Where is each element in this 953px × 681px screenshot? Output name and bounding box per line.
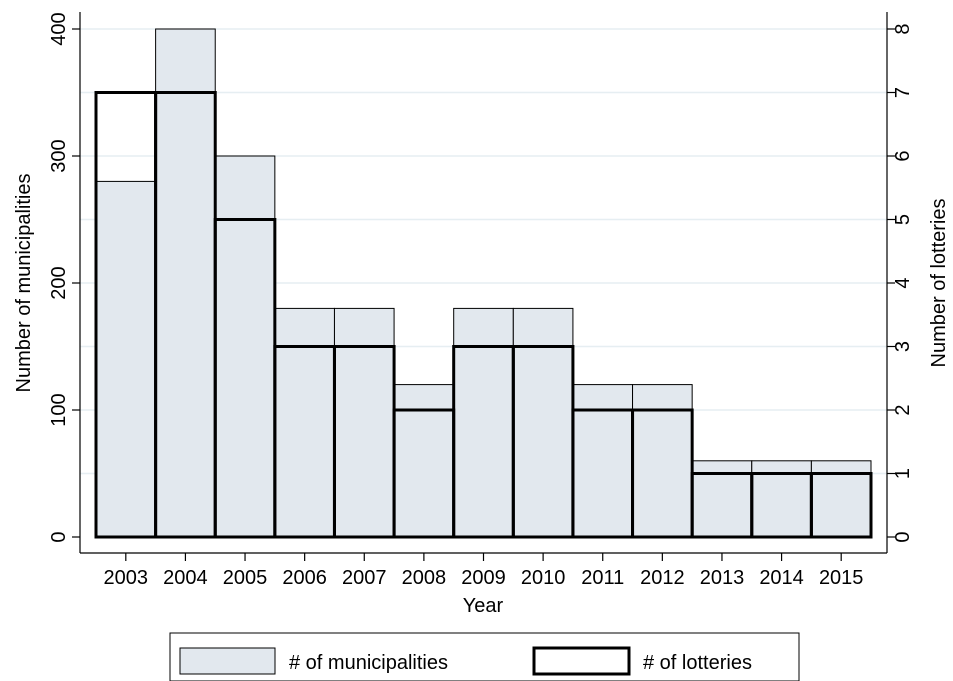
x-tick-label: 2009 — [461, 567, 506, 589]
lotteries-bar — [809, 472, 873, 539]
x-axis-label: Year — [463, 595, 504, 617]
y-axis-left-label: Number of municipalities — [13, 174, 35, 393]
axes — [72, 12, 895, 561]
y-right-tick-label: 4 — [892, 277, 914, 288]
x-tick-label: 2003 — [104, 567, 149, 589]
municipalities-bar — [632, 384, 693, 538]
x-tick-label: 2005 — [223, 567, 268, 589]
legend: # of municipalities # of lotteries — [169, 632, 800, 681]
legend-label-municipalities: # of municipalities — [289, 652, 448, 674]
y-right-tick-label: 2 — [892, 404, 914, 415]
municipalities-bar — [214, 155, 276, 538]
y-axis-right-label: Number of lotteries — [928, 199, 950, 368]
municipalities-bar — [572, 384, 634, 538]
y-right-tick-label: 0 — [892, 531, 914, 542]
y-left-tick-label: 200 — [48, 266, 70, 299]
municipalities-bar — [155, 28, 216, 538]
x-tick-label: 2013 — [700, 567, 745, 589]
y-right-tick-label: 8 — [892, 23, 914, 34]
y-right-tick-label: 7 — [892, 87, 914, 98]
legend-swatch-lotteries — [532, 646, 631, 676]
municipalities-bar — [453, 307, 514, 538]
municipalities-bar — [274, 307, 335, 538]
y-left-tick-label: 300 — [48, 139, 70, 172]
legend-swatch-municipalities — [179, 647, 276, 675]
y-right-tick-label: 6 — [892, 150, 914, 161]
y-left-tick-label: 100 — [48, 393, 70, 426]
municipalities-bar — [333, 307, 395, 538]
municipalities-bar — [393, 384, 455, 538]
x-tick-label: 2012 — [640, 567, 685, 589]
x-tick-label: 2011 — [581, 567, 624, 589]
y-left-tick-label: 400 — [48, 12, 70, 45]
y-right-tick-label: 1 — [892, 468, 914, 479]
x-tick-label: 2007 — [342, 567, 387, 589]
municipalities-bar — [512, 307, 574, 538]
y-right-tick-label: 3 — [892, 341, 914, 352]
lotteries-bars — [94, 91, 873, 539]
x-tick-label: 2006 — [282, 567, 327, 589]
x-tick-label: 2014 — [759, 567, 804, 589]
y-left-tick-label: 0 — [48, 531, 70, 542]
municipalities-bar — [95, 180, 157, 538]
x-tick-label: 2004 — [163, 567, 208, 589]
x-tick-label: 2008 — [402, 567, 447, 589]
x-tick-label: 2010 — [521, 567, 566, 589]
y-right-tick-label: 5 — [892, 214, 914, 225]
legend-label-lotteries: # of lotteries — [643, 652, 752, 674]
tick-labels: 0 100 200 300 400 0 1 2 3 4 5 6 7 8 2003 2004 2005 2006 20… — [48, 12, 914, 589]
x-tick-label: 2015 — [819, 567, 864, 589]
